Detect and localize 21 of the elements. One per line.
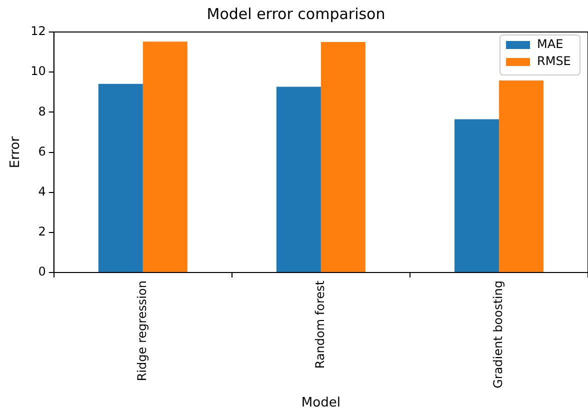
y-axis-title: Error	[8, 136, 24, 168]
x-tick-label: Gradient boosting	[491, 280, 506, 388]
bar	[454, 119, 499, 272]
x-tick-label: Random forest	[313, 280, 328, 369]
bar	[98, 84, 143, 272]
y-tick-label: 4	[38, 184, 46, 198]
x-axis-title: Model	[301, 396, 340, 411]
y-tick-label: 12	[30, 24, 46, 38]
legend-label: MAE	[537, 37, 564, 52]
legend-label: RMSE	[537, 54, 571, 68]
bar	[142, 42, 188, 272]
y-tick-label: 10	[30, 64, 46, 78]
y-tick-label: 8	[38, 104, 46, 118]
y-tick-label: 6	[38, 144, 46, 158]
bar	[276, 86, 321, 272]
x-tick-label: Ridge regression	[135, 280, 150, 382]
bar	[498, 80, 544, 272]
chart-title: Model error comparison	[206, 4, 386, 23]
bar	[320, 42, 366, 272]
y-tick-label: 0	[38, 264, 46, 279]
y-tick-label: 2	[38, 224, 46, 239]
